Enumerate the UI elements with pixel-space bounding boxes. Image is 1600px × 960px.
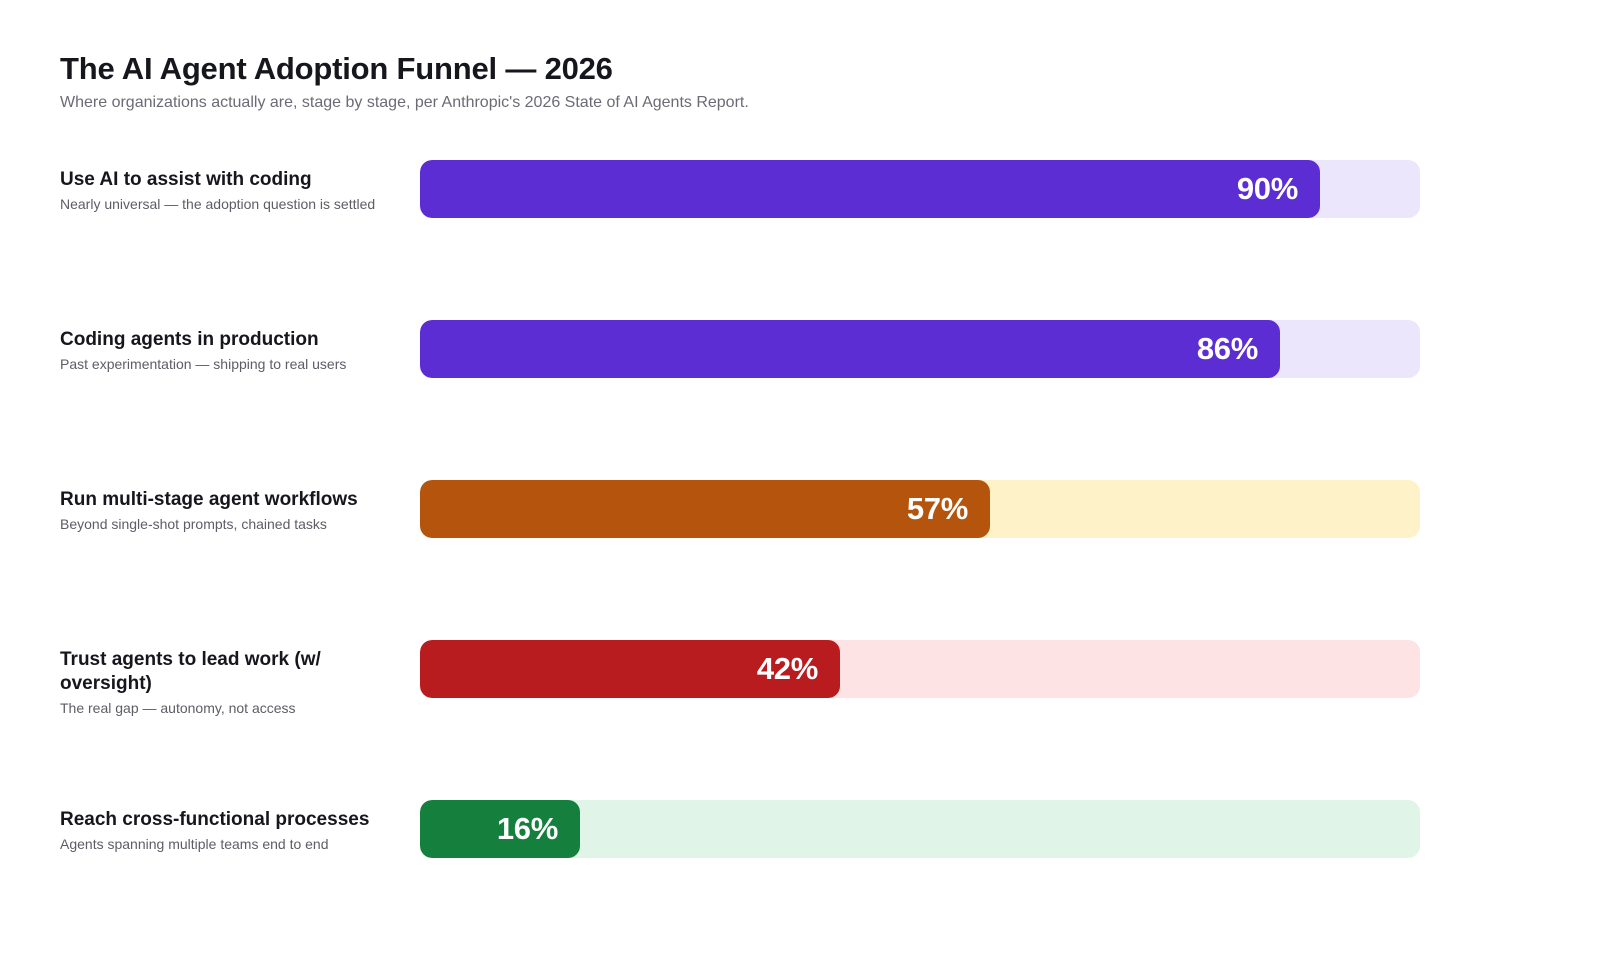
bar-value-label: 86% (1196, 331, 1258, 366)
stage-label: Use AI to assist with coding (60, 169, 312, 190)
stage-label: Run multi-stage agent workflows (60, 489, 358, 510)
chart-header: The AI Agent Adoption Funnel — 2026 Wher… (60, 50, 1360, 114)
bar-track: 16% (420, 800, 1420, 858)
bar-track: 86% (420, 320, 1420, 378)
funnel-row: Run multi-stage agent workflows Beyond s… (60, 480, 1420, 640)
stage-label: Coding agents in production (60, 329, 319, 350)
stage-label-block: Use AI to assist with coding Nearly univ… (60, 168, 390, 214)
bar-value-label: 42% (756, 651, 818, 686)
bar: 86% (420, 320, 1280, 378)
stage-label-block: Trust agents to lead work (w/ oversight)… (60, 648, 390, 718)
stage-label-block: Coding agents in production Past experim… (60, 328, 390, 374)
stage-label-block: Reach cross-functional processes Agents … (60, 808, 390, 854)
bar-track: 42% (420, 640, 1420, 698)
bar-track: 57% (420, 480, 1420, 538)
funnel-chart: Use AI to assist with coding Nearly univ… (60, 160, 1420, 960)
stage-note: The real gap — autonomy, not access (60, 700, 296, 716)
stage-label-block: Run multi-stage agent workflows Beyond s… (60, 488, 390, 534)
bar-value-label: 57% (906, 491, 968, 526)
bar: 16% (420, 800, 580, 858)
bar-value-label: 16% (496, 811, 558, 846)
chart-subtitle: Where organizations actually are, stage … (60, 94, 749, 111)
funnel-row: Coding agents in production Past experim… (60, 320, 1420, 480)
stage-label: Trust agents to lead work (w/ oversight) (60, 649, 321, 694)
bar: 42% (420, 640, 840, 698)
bar-value-label: 90% (1236, 171, 1298, 206)
funnel-row: Reach cross-functional processes Agents … (60, 800, 1420, 960)
bar: 57% (420, 480, 990, 538)
funnel-row: Trust agents to lead work (w/ oversight)… (60, 640, 1420, 800)
funnel-row: Use AI to assist with coding Nearly univ… (60, 160, 1420, 320)
stage-note: Nearly universal — the adoption question… (60, 196, 376, 212)
bar-track: 90% (420, 160, 1420, 218)
bar: 90% (420, 160, 1320, 218)
stage-note: Agents spanning multiple teams end to en… (60, 836, 329, 852)
chart-title: The AI Agent Adoption Funnel — 2026 (60, 51, 613, 86)
stage-label: Reach cross-functional processes (60, 809, 370, 830)
stage-note: Beyond single-shot prompts, chained task… (60, 516, 327, 532)
stage-note: Past experimentation — shipping to real … (60, 356, 347, 372)
